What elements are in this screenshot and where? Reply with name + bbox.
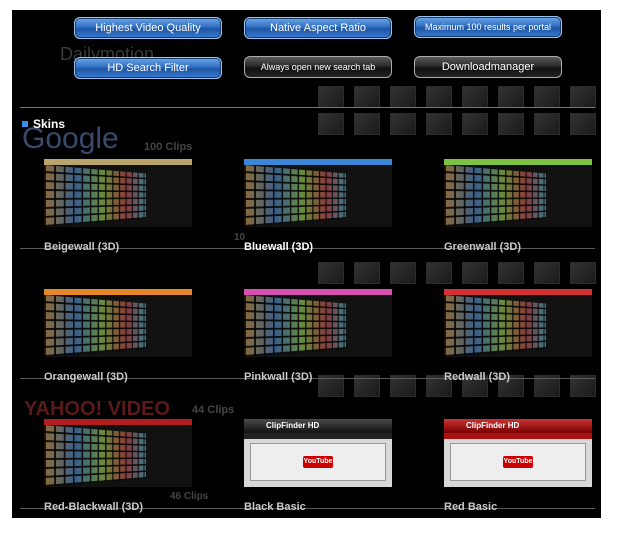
skin-tile-orangewall[interactable] — [44, 289, 192, 357]
skin-accent-bar — [44, 289, 192, 295]
skin-accent-bar — [244, 159, 392, 165]
video-wall-preview — [244, 295, 346, 357]
toolbar-strip — [444, 433, 592, 439]
header-divider — [20, 107, 595, 108]
video-wall-preview — [44, 425, 146, 487]
skin-label-orangewall[interactable]: Orangewall (3D) — [44, 371, 128, 383]
video-wall-preview — [244, 165, 346, 227]
hd-search-filter-button[interactable]: HD Search Filter — [74, 57, 222, 79]
skin-tile-pinkwall[interactable] — [244, 289, 392, 357]
video-wall-preview — [444, 295, 546, 357]
skin-accent-bar — [444, 289, 592, 295]
skin-tile-bluewall[interactable] — [244, 159, 392, 227]
skin-accent-bar — [444, 159, 592, 165]
native-aspect-ratio-button[interactable]: Native Aspect Ratio — [244, 17, 392, 39]
skins-heading-label: Skins — [33, 117, 65, 131]
max-results-button[interactable]: Maximum 100 results per portal — [414, 16, 562, 38]
skin-label-pinkwall[interactable]: Pinkwall (3D) — [244, 371, 312, 383]
bg-thumbs-1 — [318, 86, 596, 108]
youtube-logo-icon: YouTube — [303, 456, 333, 468]
skin-accent-bar — [44, 159, 192, 165]
skin-tile-beigewall[interactable] — [44, 159, 192, 227]
video-wall-preview — [44, 295, 146, 357]
highest-video-quality-button[interactable]: Highest Video Quality — [74, 17, 222, 39]
clipfinder-logo: ClipFinder HD — [244, 419, 392, 433]
skin-tile-red-blackwall[interactable] — [44, 419, 192, 487]
skins-heading: Skins — [22, 117, 65, 131]
bg-count-1: 100 Clips — [144, 141, 192, 153]
app-frame: Dailymotion Google 100 Clips 10 YAHOO! V… — [12, 10, 601, 518]
skin-tile-black-basic[interactable]: ClipFinder HD YouTube — [244, 419, 392, 487]
bg-count-3: 44 Clips — [192, 404, 234, 416]
bg-count-4: 46 Clips — [170, 491, 208, 502]
always-open-new-tab-button[interactable]: Always open new search tab — [244, 56, 392, 78]
skin-label-beigewall[interactable]: Beigewall (3D) — [44, 241, 119, 253]
downloadmanager-button[interactable]: Downloadmanager — [414, 56, 562, 78]
video-wall-preview — [44, 165, 146, 227]
clipfinder-logo: ClipFinder HD — [444, 419, 592, 433]
youtube-logo-icon: YouTube — [503, 456, 533, 468]
bg-thumbs-2 — [318, 113, 596, 135]
section-bullet-icon — [22, 121, 28, 127]
bg-portal-yahoo: YAHOO! VIDEO — [24, 398, 170, 421]
skin-label-black-basic[interactable]: Black Basic — [244, 501, 306, 513]
skin-label-greenwall[interactable]: Greenwall (3D) — [444, 241, 521, 253]
video-wall-preview — [444, 165, 546, 227]
skin-label-redwall[interactable]: Redwall (3D) — [444, 371, 510, 383]
skin-accent-bar — [44, 419, 192, 425]
skin-tile-greenwall[interactable] — [444, 159, 592, 227]
skin-tile-red-basic[interactable]: ClipFinder HD YouTube — [444, 419, 592, 487]
skin-label-red-blackwall[interactable]: Red-Blackwall (3D) — [44, 501, 143, 513]
bg-thumbs-3 — [318, 262, 596, 284]
toolbar-strip — [244, 433, 392, 439]
skin-tile-redwall[interactable] — [444, 289, 592, 357]
skin-accent-bar — [244, 289, 392, 295]
skin-label-red-basic[interactable]: Red Basic — [444, 501, 497, 513]
skin-label-bluewall[interactable]: Bluewall (3D) — [244, 241, 313, 253]
